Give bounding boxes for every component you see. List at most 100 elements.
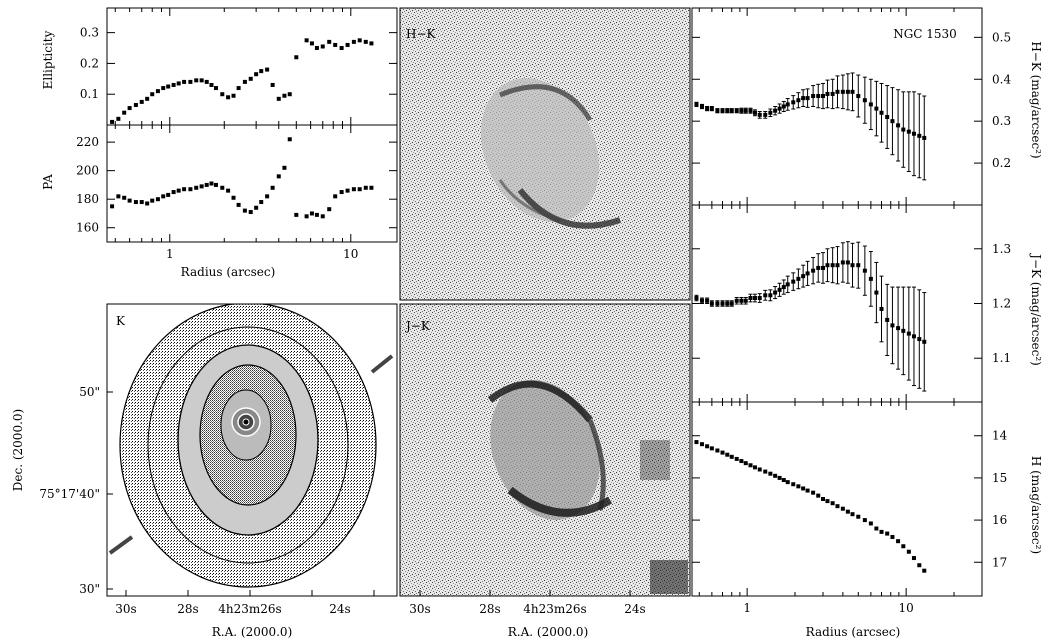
jk-profile-data-point: [739, 298, 744, 303]
ellipticity-data-point: [226, 95, 231, 100]
pa-data-point: [209, 181, 214, 186]
h-profile-data-point: [796, 484, 801, 489]
jk-image-panel: [400, 304, 690, 596]
pa-y-tick-label: 200: [76, 164, 99, 178]
hk-profile-data-point: [715, 108, 720, 113]
hk-profile-data-point: [785, 102, 790, 107]
pa-data-point: [213, 182, 218, 187]
h-profile-data-point: [868, 521, 873, 526]
k-dec-tick: 50": [79, 385, 100, 399]
h-profile-data-point: [748, 463, 753, 468]
hk-profile-data-point: [752, 110, 757, 115]
hk-profile-data-point: [825, 91, 830, 96]
hk-profile-data-point: [811, 94, 816, 99]
pa-data-point: [176, 188, 181, 193]
ellipticity-data-point: [236, 86, 241, 91]
jk-ra-tick: 4h23m26s: [523, 602, 586, 616]
hk-profile-data-point: [781, 104, 786, 109]
ellipticity-data-point: [333, 42, 338, 47]
pa-data-point: [314, 212, 319, 217]
hk-profile-data-point: [835, 89, 840, 94]
pa-data-point: [363, 185, 368, 190]
h-profile-data-point: [816, 493, 821, 498]
pa-y-tick-label: 220: [76, 135, 99, 149]
ellipticity-data-point: [270, 82, 275, 87]
ellipticity-data-point: [339, 46, 344, 51]
jk-profile-data-point: [874, 290, 879, 295]
h-profile-frame: [691, 401, 983, 597]
ellipticity-data-point: [220, 92, 225, 97]
jk-profile-frame: [691, 204, 983, 403]
jk-profile-data-point: [699, 298, 704, 303]
h-profile-data-point: [879, 529, 884, 534]
ellipticity-data-point: [110, 119, 115, 124]
h-profile-data-point: [845, 509, 850, 514]
hk-profile-y-tick-label: 0.4: [992, 72, 1011, 86]
hk-profile-data-point: [868, 102, 873, 107]
pa-data-point: [270, 185, 275, 190]
hk-profile-data-point: [890, 119, 895, 124]
k-dec-tick: 30": [79, 582, 100, 596]
ellipticity-data-point: [345, 42, 350, 47]
jk-profile-data-point: [734, 298, 739, 303]
hk-profile-y-tick-label: 0.5: [992, 30, 1011, 44]
hk-profile-data-point: [739, 108, 744, 113]
ellipticity-data-point: [199, 78, 204, 83]
jk-profile-data-point: [901, 328, 906, 333]
k-image-dec-axis: 50" 75°17'40" 30" Dec. (2000.0): [11, 385, 113, 596]
h-profile-data-point: [739, 459, 744, 464]
hk-profile-data-point: [763, 112, 768, 117]
h-profile-x-tick-label: 1: [743, 601, 751, 615]
h-profile-data-point: [917, 563, 922, 568]
h-profile-data-point: [906, 549, 911, 554]
ellipticity-y-tick-label: 0.1: [80, 87, 99, 101]
ellipticity-data-point: [369, 41, 374, 46]
jk-profile-data-point: [922, 339, 927, 344]
jk-ra-tick: 28s: [479, 602, 500, 616]
pa-data-point: [254, 205, 259, 210]
ellipticity-data-point: [133, 102, 138, 107]
ellipticity-y-tick-label: 0.3: [80, 26, 99, 40]
h-profile-data-point: [743, 461, 748, 466]
ellipticity-data-point: [363, 39, 368, 44]
pa-data-point: [231, 195, 236, 200]
h-profile-data-point: [862, 518, 867, 523]
ellipticity-data-point: [122, 110, 127, 115]
h-profile-y-tick-label: 14: [992, 429, 1008, 443]
h-profile-x-axis-label: Radius (arcsec): [806, 625, 901, 639]
h-profile-data-point: [801, 486, 806, 491]
jk-profile-data-point: [743, 298, 748, 303]
jk-profile-y-tick-label: 1.3: [992, 242, 1011, 256]
ellipticity-data-point: [320, 44, 325, 49]
jk-profile-data-point: [748, 296, 753, 301]
ellipticity-data-point: [327, 39, 332, 44]
pa-data-point: [182, 187, 187, 192]
hk-image-panel: [400, 8, 690, 300]
h-profile-data-point: [734, 456, 739, 461]
ellipticity-data-point: [209, 82, 214, 87]
pa-data-point: [351, 187, 356, 192]
ellipticity-data-point: [171, 82, 176, 87]
pa-data-point: [287, 137, 292, 142]
jk-profile-data-point: [757, 296, 762, 301]
h-profile-data-point: [850, 512, 855, 517]
hk-profile-data-point: [725, 108, 730, 113]
ellipticity-data-point: [357, 38, 362, 43]
pa-axis-label: PA: [41, 174, 55, 190]
jk-profile-data-point: [791, 279, 796, 284]
pa-data-point: [161, 194, 166, 199]
pa-data-point: [304, 214, 309, 219]
ellipticity-data-point: [204, 79, 209, 84]
hk-profile-data-point: [748, 108, 753, 113]
jk-profile-data-point: [890, 323, 895, 328]
hk-profile-data-point: [850, 89, 855, 94]
h-profile-data-point: [874, 526, 879, 531]
jk-profile-data-point: [801, 274, 806, 279]
hk-profile-data-point: [720, 108, 725, 113]
ellipticity-data-point: [304, 38, 309, 43]
jk-profile-data-point: [879, 306, 884, 311]
h-profile-axis-label: H (mag/arcsec²): [1029, 456, 1043, 554]
pa-data-point: [339, 190, 344, 195]
pa-data-point: [345, 188, 350, 193]
jk-profile-data-point: [781, 285, 786, 290]
